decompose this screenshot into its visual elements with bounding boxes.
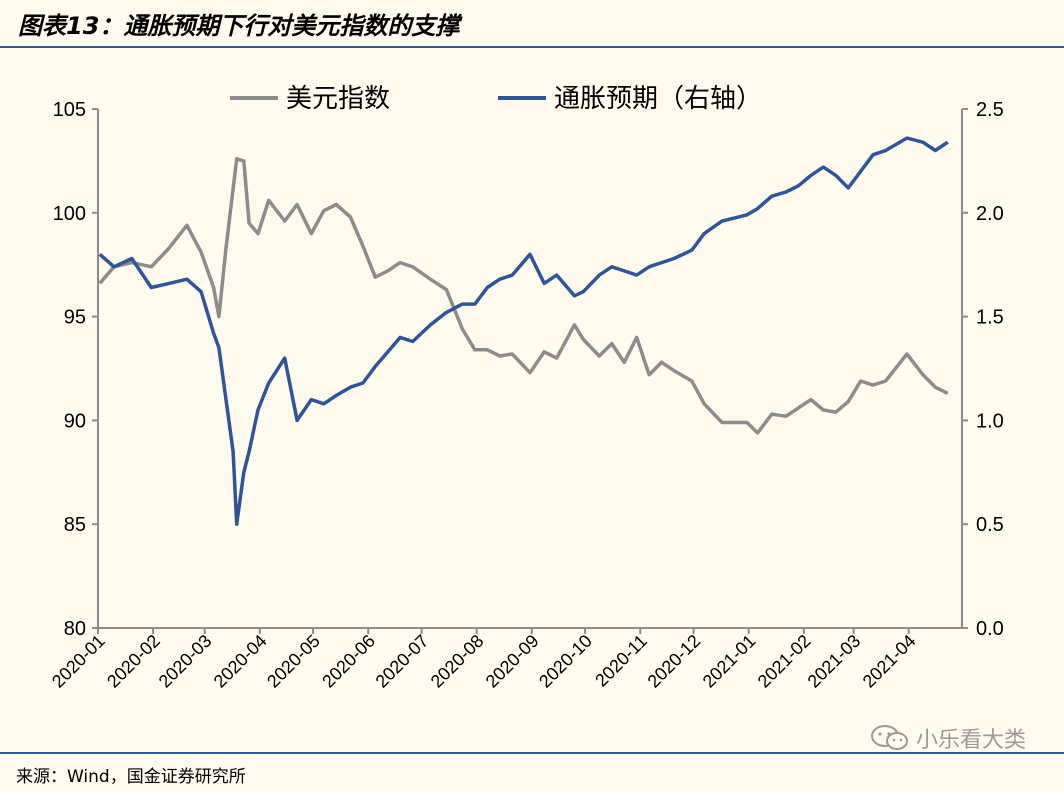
x-tick-label: 2020-12: [644, 631, 705, 692]
right-tick-label: 2.5: [976, 99, 1004, 121]
right-tick-label: 0.0: [976, 618, 1004, 640]
watermark-text: 小乐看大类: [915, 728, 1026, 753]
footer: 来源：Wind，国金证券研究所: [0, 752, 1064, 792]
x-tick-label: 2020-02: [103, 631, 164, 692]
inflation-expectation-line: [98, 136, 949, 526]
right-tick-label: 1.5: [976, 307, 1004, 329]
x-tick-label: 2020-10: [535, 631, 596, 692]
x-tick-label: 2021-04: [859, 631, 920, 692]
x-tick-label: 2021-03: [804, 631, 865, 692]
x-tick-label: 2021-02: [754, 631, 815, 692]
x-tick-label: 2020-07: [372, 631, 433, 692]
wechat-icon: [870, 725, 908, 750]
right-tick-label: 0.5: [976, 514, 1004, 536]
legend-label: 美元指数: [286, 83, 390, 113]
left-tick-label: 80: [64, 618, 86, 640]
figure-title: 图表13：通胀预期下行对美元指数的支撑: [18, 12, 460, 40]
figure-header: 图表13：通胀预期下行对美元指数的支撑: [0, 0, 1064, 48]
legend-label: 通胀预期（右轴）: [554, 83, 762, 113]
x-tick-label: 2020-06: [318, 631, 379, 692]
usd-index-line: [98, 157, 949, 435]
left-tick-label: 95: [64, 307, 86, 329]
x-tick-label: 2021-01: [699, 631, 760, 692]
x-tick-label: 2020-04: [210, 631, 271, 692]
left-tick-label: 85: [64, 514, 86, 536]
line-chart: 808590951001050.00.51.01.52.02.52020-012…: [48, 83, 1004, 692]
left-tick-label: 100: [53, 203, 86, 225]
left-tick-label: 90: [64, 410, 86, 432]
right-tick-label: 2.0: [976, 203, 1004, 225]
x-tick-label: 2020-08: [427, 631, 488, 692]
x-tick-label: 2020-05: [263, 631, 324, 692]
x-tick-label: 2020-09: [482, 631, 543, 692]
chart-area: 80 85 90 95 100 105 0.0 0.5 1.0 1.5 2.0 2.5 2020-01 2…: [0, 48, 1064, 750]
x-tick-label: 2020-11: [591, 631, 651, 691]
x-tick-label: 2020-03: [155, 631, 216, 692]
right-tick-label: 1.0: [976, 410, 1004, 432]
watermark: 小乐看大类: [870, 722, 1026, 754]
source-note: 来源：Wind，国金证券研究所: [16, 767, 246, 787]
left-tick-label: 105: [53, 99, 86, 121]
